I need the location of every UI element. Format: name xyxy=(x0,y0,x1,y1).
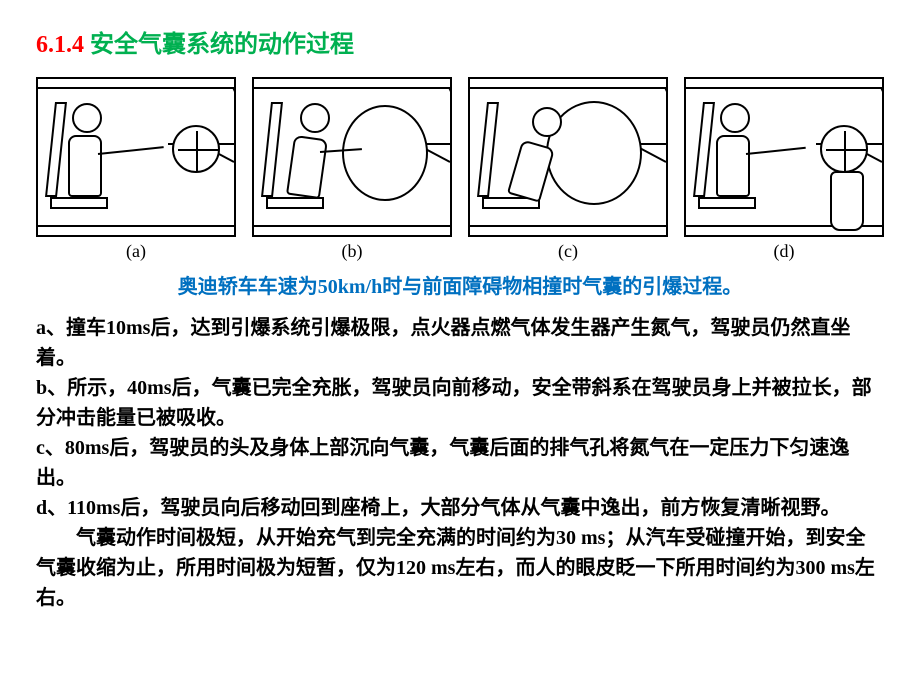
paragraph-summary: 气囊动作时间极短，从开始充气到完全充满的时间约为30 ms；从汽车受碰撞开始，到… xyxy=(36,523,884,613)
deflated-airbag-icon xyxy=(830,171,864,231)
figure-c: (c) xyxy=(468,77,668,262)
paragraph-b: b、所示，40ms后，气囊已完全充胀，驾驶员向前移动，安全带斜系在驾驶员身上并被… xyxy=(36,373,884,433)
figure-b: (b) xyxy=(252,77,452,262)
figure-d: (d) xyxy=(684,77,884,262)
figure-d-label: (d) xyxy=(684,241,884,262)
steering-wheel-icon xyxy=(820,125,868,173)
figure-a-box xyxy=(36,77,236,237)
airbag-icon xyxy=(342,105,428,201)
figure-c-label: (c) xyxy=(468,241,668,262)
figure-caption: 奥迪轿车车速为50km/h时与前面障碍物相撞时气囊的引爆过程。 xyxy=(36,270,884,299)
body-text: a、撞车10ms后，达到引爆系统引爆极限，点火器点燃气体发生器产生氮气，驾驶员仍… xyxy=(36,313,884,613)
paragraph-c: c、80ms后，驾驶员的头及身体上部沉向气囊，气囊后面的排气孔将氮气在一定压力下… xyxy=(36,433,884,493)
figure-b-label: (b) xyxy=(252,241,452,262)
paragraph-a: a、撞车10ms后，达到引爆系统引爆极限，点火器点燃气体发生器产生氮气，驾驶员仍… xyxy=(36,313,884,373)
paragraph-d: d、110ms后，驾驶员向后移动回到座椅上，大部分气体从气囊中逸出，前方恢复清晰… xyxy=(36,493,884,523)
title-number: 6.1.4 xyxy=(36,32,84,58)
steering-wheel-icon xyxy=(172,125,220,173)
slide-title: 6.1.4 安全气囊系统的动作过程 xyxy=(36,24,884,59)
figure-b-box xyxy=(252,77,452,237)
figure-a-label: (a) xyxy=(36,241,236,262)
title-text: 安全气囊系统的动作过程 xyxy=(90,32,354,58)
figure-row: (a) (b) (c) xyxy=(36,77,884,262)
figure-d-box xyxy=(684,77,884,237)
figure-a: (a) xyxy=(36,77,236,262)
figure-c-box xyxy=(468,77,668,237)
